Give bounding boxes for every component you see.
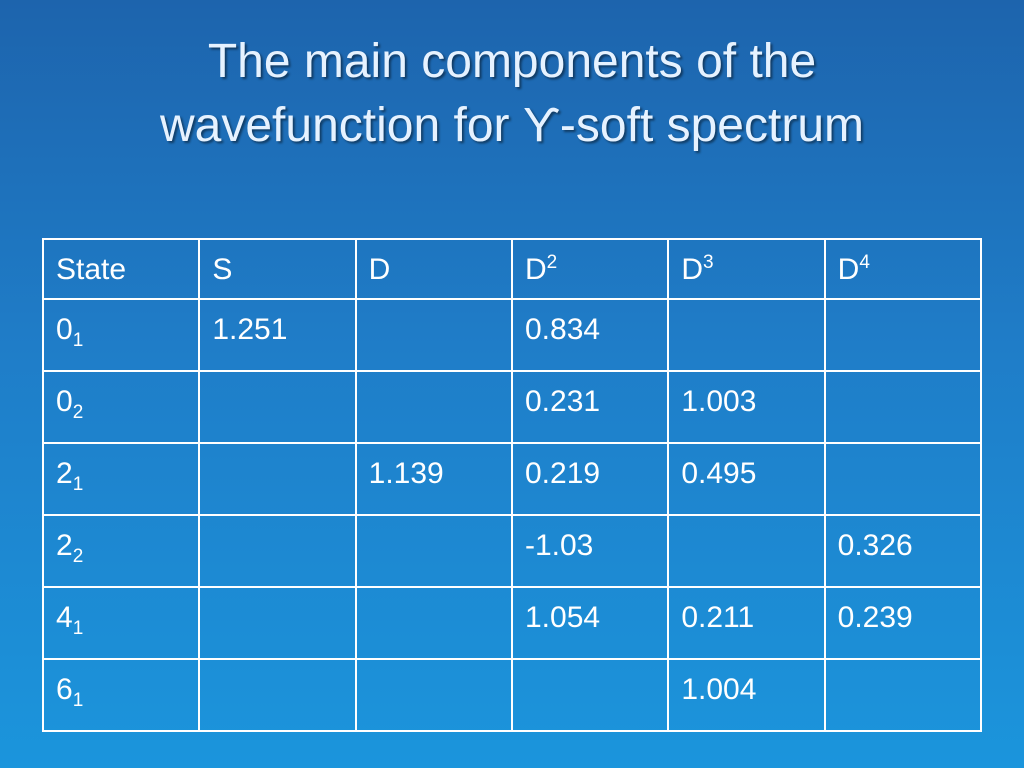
table-row: 21 1.139 0.219 0.495	[41, 442, 983, 516]
table-cell: 22	[41, 514, 201, 588]
table-cell	[823, 298, 983, 372]
cell-subscript: 1	[72, 330, 84, 351]
table-row: 01 1.251 0.834	[41, 298, 983, 372]
table-cell: 0.326	[823, 514, 983, 588]
cell-subscript: 1	[72, 618, 84, 639]
table-cell: 1.004	[667, 658, 826, 732]
cell-subscript: 2	[72, 546, 84, 567]
data-table: State S D D2 D3 D4 01 1.251 0.834 02 0.231 1.003 21 1…	[41, 238, 983, 732]
cell-text: 1.139	[368, 457, 444, 490]
table-cell	[823, 442, 983, 516]
cell-base: D	[524, 253, 547, 286]
cell-subscript: 1	[72, 474, 84, 495]
table-cell: 0.495	[667, 442, 826, 516]
table-cell	[354, 370, 513, 444]
table-cell	[823, 370, 983, 444]
cell-base: 6	[56, 673, 73, 706]
cell-text: 0.231	[524, 385, 601, 418]
table-cell: 21	[41, 442, 201, 516]
cell-superscript: 2	[546, 252, 558, 273]
table-cell	[667, 514, 826, 588]
cell-text: D	[368, 253, 391, 286]
title-line: wavefunction for ϒ-soft spectrum	[159, 99, 864, 152]
table-cell: 0.211	[667, 586, 826, 660]
cell-text: 0.326	[837, 529, 913, 562]
table-cell	[354, 658, 513, 732]
cell-text: 1.003	[681, 385, 757, 418]
header-cell: D3	[667, 238, 826, 300]
header-cell: S	[198, 238, 357, 300]
table-cell	[510, 658, 670, 732]
cell-text: 1.004	[681, 673, 757, 706]
table-cell: 1.054	[510, 586, 670, 660]
table-cell: 1.003	[667, 370, 826, 444]
cell-text: -1.03	[524, 529, 594, 562]
cell-base: D	[837, 253, 860, 286]
table-cell: 0.834	[510, 298, 670, 372]
cell-text: 0.495	[681, 457, 757, 490]
header-cell: State	[41, 238, 201, 300]
table-cell	[198, 442, 357, 516]
cell-text: 0.219	[524, 457, 601, 490]
table-cell	[198, 586, 357, 660]
cell-superscript: 4	[859, 252, 870, 273]
table-row: 02 0.231 1.003	[41, 370, 983, 444]
table-cell	[354, 514, 513, 588]
table-row: 22 -1.03 0.326	[41, 514, 983, 588]
table-cell	[354, 298, 513, 372]
cell-text: 0.239	[837, 601, 913, 634]
table-cell: 0.239	[823, 586, 983, 660]
header-cell: D4	[823, 238, 983, 300]
table-cell: 61	[41, 658, 201, 732]
cell-text: 1.054	[524, 601, 601, 634]
table-cell: 41	[41, 586, 201, 660]
cell-text: 0.834	[524, 313, 601, 346]
cell-base: 0	[56, 385, 73, 418]
table-cell	[823, 658, 983, 732]
cell-base: 2	[56, 457, 73, 490]
table-cell: 01	[41, 298, 201, 372]
cell-text: 1.251	[212, 313, 288, 346]
header-cell: D2	[510, 238, 670, 300]
table-row: 61 1.004	[41, 658, 983, 732]
table-row: 41 1.054 0.211 0.239	[41, 586, 983, 660]
cell-superscript: 3	[702, 252, 714, 273]
table-cell	[667, 298, 826, 372]
slide-title: The main components of the wavefunction f…	[0, 30, 1024, 158]
header-cell: D	[354, 238, 513, 300]
table-cell: 1.251	[198, 298, 357, 372]
header-row: State S D D2 D3 D4	[41, 238, 983, 300]
table-cell: -1.03	[510, 514, 670, 588]
cell-base: 2	[56, 529, 73, 562]
table-cell	[198, 658, 357, 732]
cell-base: D	[681, 253, 703, 286]
table-cell: 1.139	[354, 442, 513, 516]
cell-base: 4	[56, 601, 73, 634]
cell-subscript: 1	[72, 690, 84, 711]
table-cell	[198, 514, 357, 588]
table-cell: 02	[41, 370, 201, 444]
table-cell	[198, 370, 357, 444]
cell-base: 0	[56, 313, 73, 346]
cell-text: 0.211	[681, 601, 755, 634]
table-cell: 0.219	[510, 442, 670, 516]
table-cell	[354, 586, 513, 660]
cell-text: State	[56, 253, 127, 286]
cell-subscript: 2	[72, 402, 84, 423]
cell-text: S	[212, 253, 233, 286]
table-cell: 0.231	[510, 370, 670, 444]
title-line: The main components of the	[207, 35, 817, 88]
